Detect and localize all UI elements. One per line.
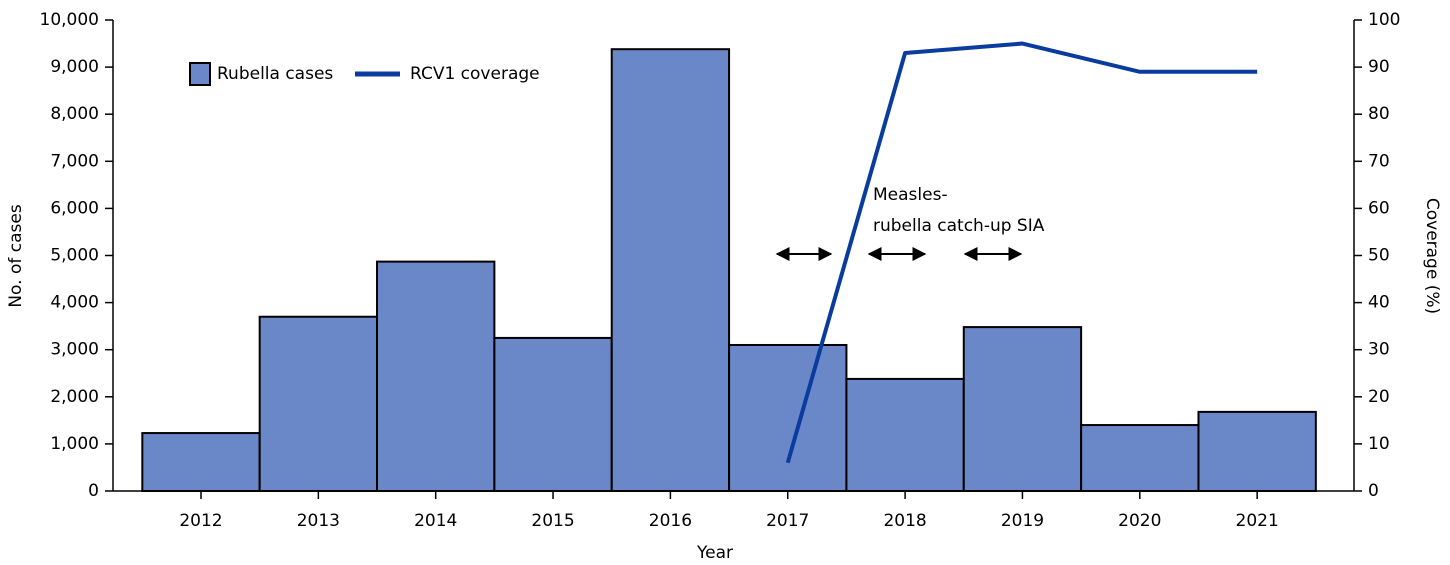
x-tick-label: 2015 bbox=[531, 511, 574, 531]
bar bbox=[376, 260, 496, 492]
y2-tick-label: 80 bbox=[1368, 104, 1390, 124]
y2-tick-label: 50 bbox=[1368, 246, 1390, 266]
bar bbox=[962, 326, 1083, 493]
annotation: Measles- bbox=[873, 185, 948, 205]
y2-tick-label: 100 bbox=[1368, 10, 1400, 30]
y-tick-label: 9,000 bbox=[50, 57, 99, 77]
legend-swatch bbox=[189, 62, 211, 86]
x-tick-label: 2018 bbox=[883, 511, 926, 531]
y-tick-label: 3,000 bbox=[50, 340, 99, 360]
y2-tick-label: 30 bbox=[1368, 340, 1390, 360]
y-tick-label: 2,000 bbox=[50, 387, 99, 407]
x-tick-label: 2020 bbox=[1118, 511, 1161, 531]
y2-tick-label: 20 bbox=[1368, 387, 1390, 407]
bar bbox=[493, 336, 613, 492]
y-axis-label: No. of cases bbox=[6, 204, 26, 307]
bar bbox=[258, 315, 379, 493]
y2-tick-label: 10 bbox=[1368, 434, 1390, 454]
y-tick-label: 5,000 bbox=[50, 246, 99, 266]
legend-label: RCV1 coverage bbox=[410, 64, 540, 84]
bar bbox=[141, 432, 261, 492]
y-tick-label: 6,000 bbox=[50, 198, 99, 218]
x-tick-label: 2014 bbox=[414, 511, 457, 531]
y2-tick-label: 0 bbox=[1368, 481, 1379, 501]
y-tick-label: 10,000 bbox=[40, 10, 99, 30]
bar bbox=[610, 48, 731, 493]
y2-tick-label: 90 bbox=[1368, 57, 1390, 77]
x-tick-label: 2017 bbox=[766, 511, 809, 531]
y2-tick-label: 40 bbox=[1368, 293, 1390, 313]
y2-axis-label: Coverage (%) bbox=[1422, 198, 1442, 314]
y-tick-label: 7,000 bbox=[50, 151, 99, 171]
y2-tick-label: 60 bbox=[1368, 198, 1390, 218]
bar bbox=[1080, 424, 1200, 492]
annotation: rubella catch-up SIA bbox=[873, 216, 1045, 236]
x-tick-label: 2021 bbox=[1236, 511, 1279, 531]
bar bbox=[845, 377, 965, 493]
x-tick-label: 2013 bbox=[297, 511, 340, 531]
y2-tick-label: 70 bbox=[1368, 151, 1390, 171]
line bbox=[785, 41, 1258, 464]
y-tick-label: 0 bbox=[88, 481, 99, 501]
y-tick-label: 1,000 bbox=[50, 434, 99, 454]
x-axis-label: Year bbox=[696, 543, 733, 563]
y-tick-label: 4,000 bbox=[50, 293, 99, 313]
x-tick-label: 2012 bbox=[179, 511, 222, 531]
x-tick-label: 2016 bbox=[649, 511, 692, 531]
bar bbox=[728, 343, 848, 492]
y-tick-label: 8,000 bbox=[50, 104, 99, 124]
legend-label: Rubella cases bbox=[217, 64, 333, 84]
bar bbox=[1197, 410, 1317, 493]
x-tick-label: 2019 bbox=[1001, 511, 1044, 531]
